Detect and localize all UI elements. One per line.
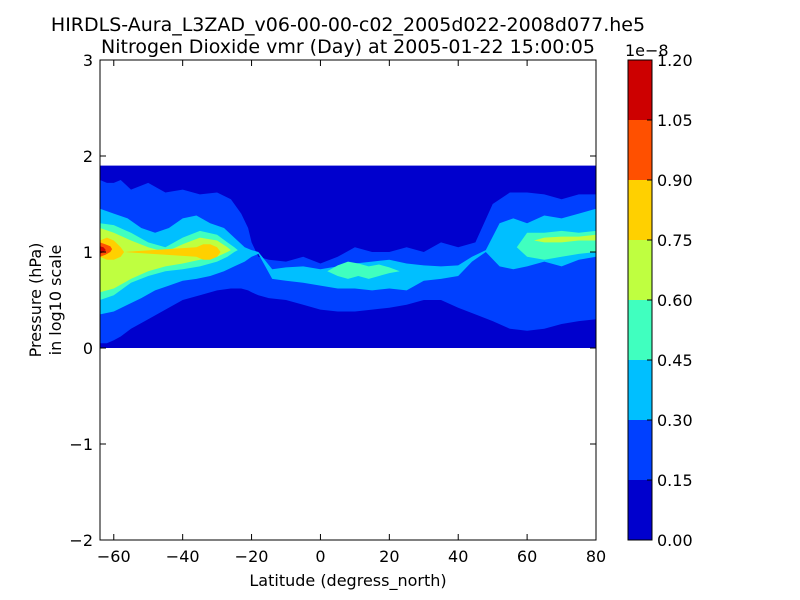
x-tick-label: 20 <box>379 547 399 566</box>
colorbar-bands <box>628 60 652 540</box>
x-axis-label: Latitude (degress_north) <box>249 571 446 591</box>
colorbar-tick-label: 0.30 <box>657 411 693 430</box>
field-band-level-3 <box>100 223 596 300</box>
field-band-level-5 <box>100 237 221 260</box>
colorbar-ticks: 0.00 0.15 0.30 0.45 0.60 0.75 0.90 1.05 1.20 <box>647 51 693 550</box>
y-tick-label: −1 <box>69 435 93 454</box>
colorbar-tick-label: 0.90 <box>657 171 693 190</box>
y-axis-label-line2: in log10 scale <box>46 245 65 356</box>
y-tick-label: −2 <box>69 531 93 550</box>
colorbar-tick-label: 0.60 <box>657 291 693 310</box>
plot-area: −60 −40 −20 0 20 40 60 80 −2 −1 0 1 2 3 <box>69 51 606 566</box>
y-axis-label-line1: Pressure (hPa) <box>26 243 45 358</box>
colorbar-band <box>628 120 652 180</box>
colorbar-exponent-label: 1e−8 <box>625 41 669 60</box>
colorbar-band <box>628 240 652 300</box>
colorbar-band <box>628 300 652 360</box>
colorbar-tick-label: 1.05 <box>657 111 693 130</box>
colorbar-band <box>628 360 652 420</box>
y-tick-label: 0 <box>83 339 93 358</box>
colorbar-tick-label: 0.45 <box>657 351 693 370</box>
x-axis: −60 −40 −20 0 20 40 60 80 <box>97 60 606 566</box>
colorbar-tick-label: 0.15 <box>657 471 693 490</box>
field-band-level-6 <box>100 242 113 257</box>
x-tick-label: −60 <box>97 547 131 566</box>
colorbar-tick-label: 0.75 <box>657 231 693 250</box>
x-tick-label: −40 <box>166 547 200 566</box>
y-axis: −2 −1 0 1 2 3 <box>69 51 596 550</box>
x-tick-label: −20 <box>235 547 269 566</box>
x-tick-label: 40 <box>448 547 468 566</box>
colorbar-tick-label: 1.20 <box>657 51 693 70</box>
colorbar-band <box>628 480 652 540</box>
colorbar-band <box>628 180 652 240</box>
plot-frame <box>99 59 597 541</box>
chart-title-line2: Nitrogen Dioxide vmr (Day) at 2005-01-22… <box>101 36 595 58</box>
x-tick-label: 80 <box>586 547 606 566</box>
y-tick-label: 3 <box>83 51 93 70</box>
chart-title-line1: HIRDLS-Aura_L3ZAD_v06-00-00-c02_2005d022… <box>51 14 645 36</box>
x-tick-label: 0 <box>315 547 325 566</box>
colorbar-band <box>628 60 652 120</box>
x-tick-label: 60 <box>517 547 537 566</box>
colorbar-tick-label: 0.00 <box>657 531 693 550</box>
y-tick-label: 1 <box>83 243 93 262</box>
colorbar-band <box>628 420 652 480</box>
field-layer <box>100 165 596 348</box>
colorbar: 0.00 0.15 0.30 0.45 0.60 0.75 0.90 1.05 1.20 1e−… <box>625 41 693 550</box>
y-tick-label: 2 <box>83 147 93 166</box>
field-band-level-2 <box>100 208 596 315</box>
